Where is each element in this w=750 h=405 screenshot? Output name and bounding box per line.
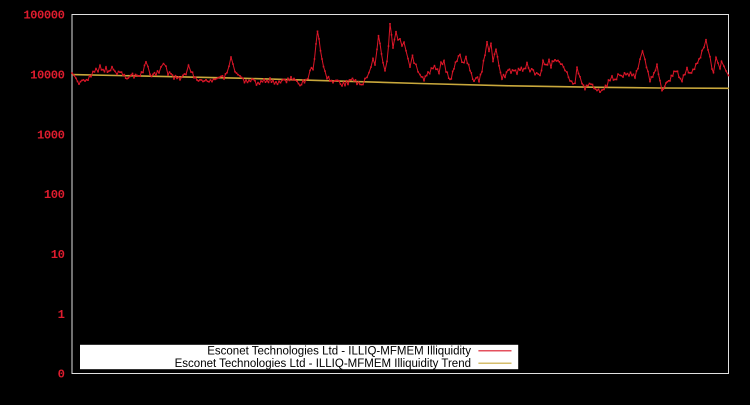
svg-text:10000: 10000 [30, 68, 64, 82]
svg-text:0: 0 [58, 368, 65, 382]
svg-text:100000: 100000 [23, 9, 64, 23]
svg-text:Esconet Technologies Ltd - ILL: Esconet Technologies Ltd - ILLIQ-MFMEM I… [175, 358, 471, 370]
svg-text:1: 1 [58, 308, 65, 322]
svg-text:1000: 1000 [37, 128, 65, 142]
svg-text:10: 10 [51, 248, 65, 262]
svg-text:Esconet Technologies Ltd - ILL: Esconet Technologies Ltd - ILLIQ-MFMEM I… [207, 346, 471, 358]
svg-text:100: 100 [44, 188, 65, 202]
